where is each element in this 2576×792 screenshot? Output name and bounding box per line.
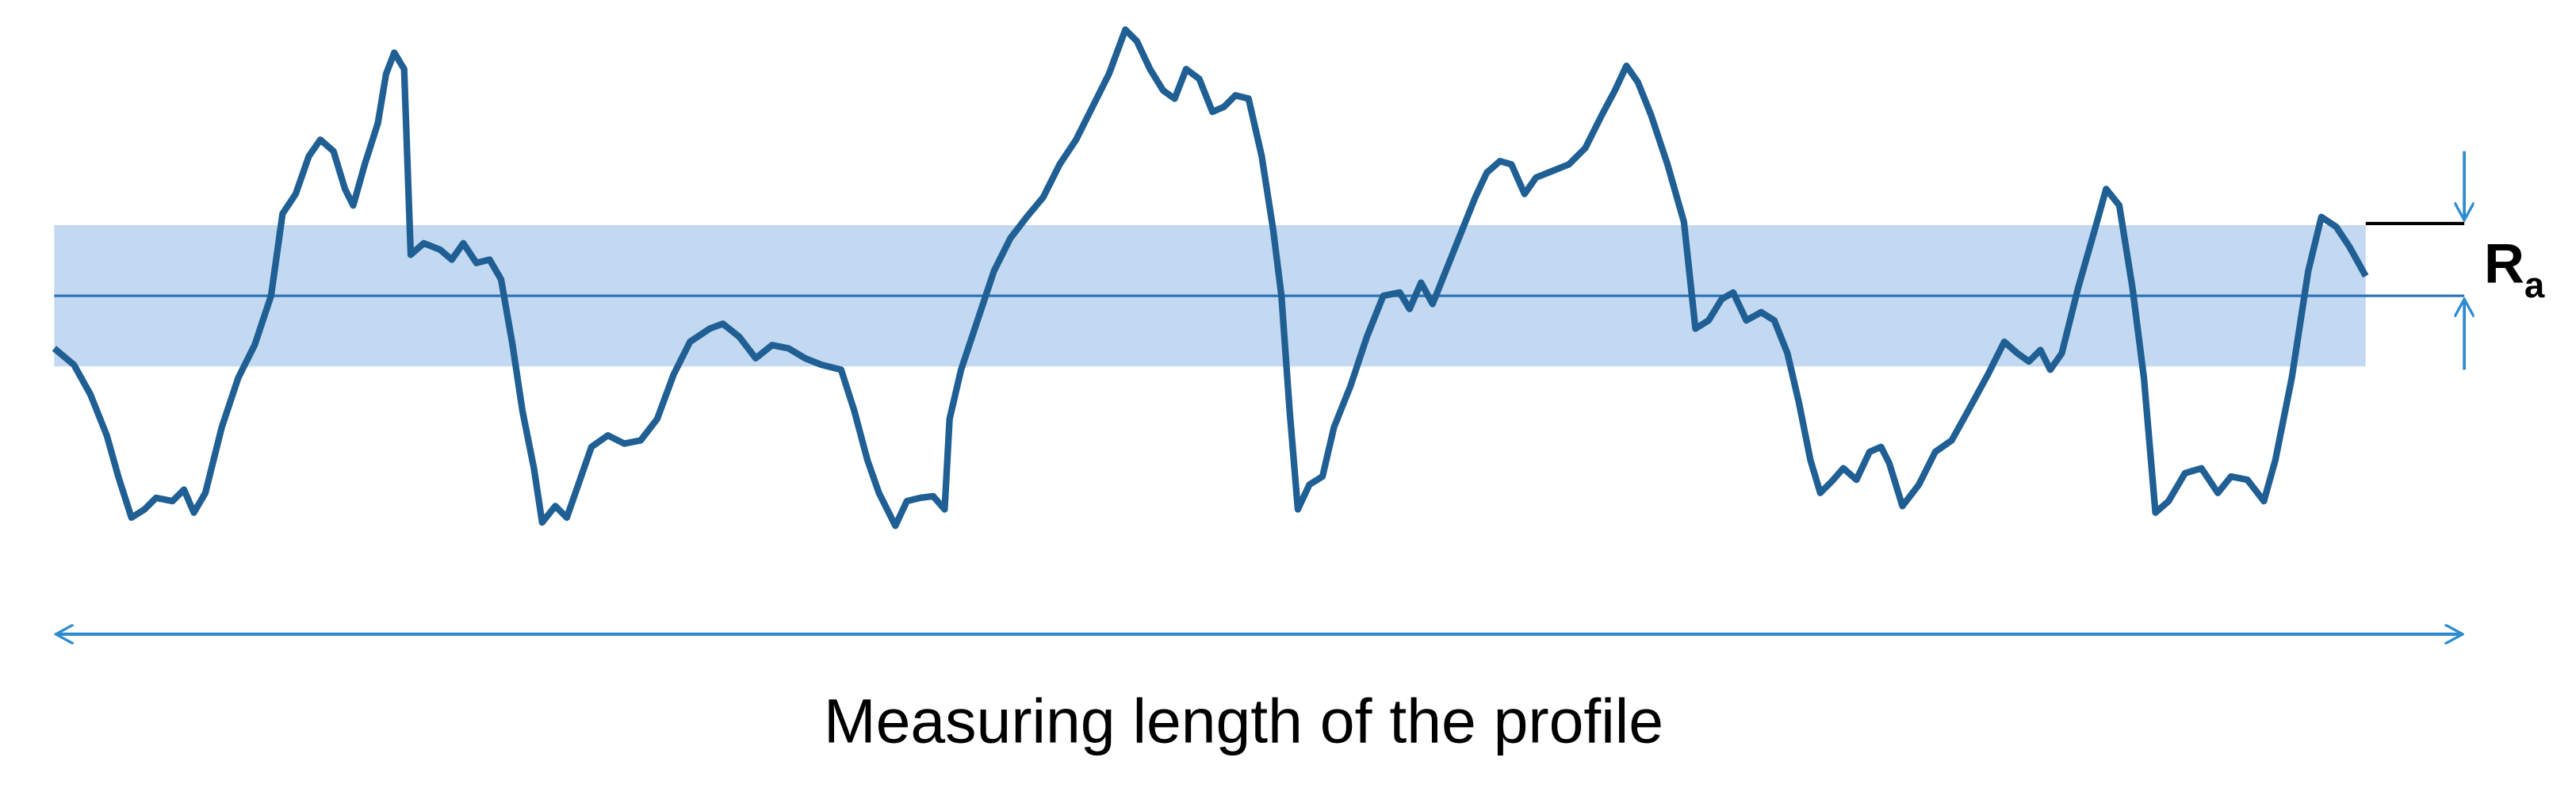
ra-label: Ra [2484, 232, 2545, 306]
profile-curve [52, 26, 2369, 530]
ra-symbol: R [2484, 232, 2524, 295]
ra-subscript: a [2524, 265, 2545, 305]
axis-label: Measuring length of the profile [824, 687, 1663, 756]
